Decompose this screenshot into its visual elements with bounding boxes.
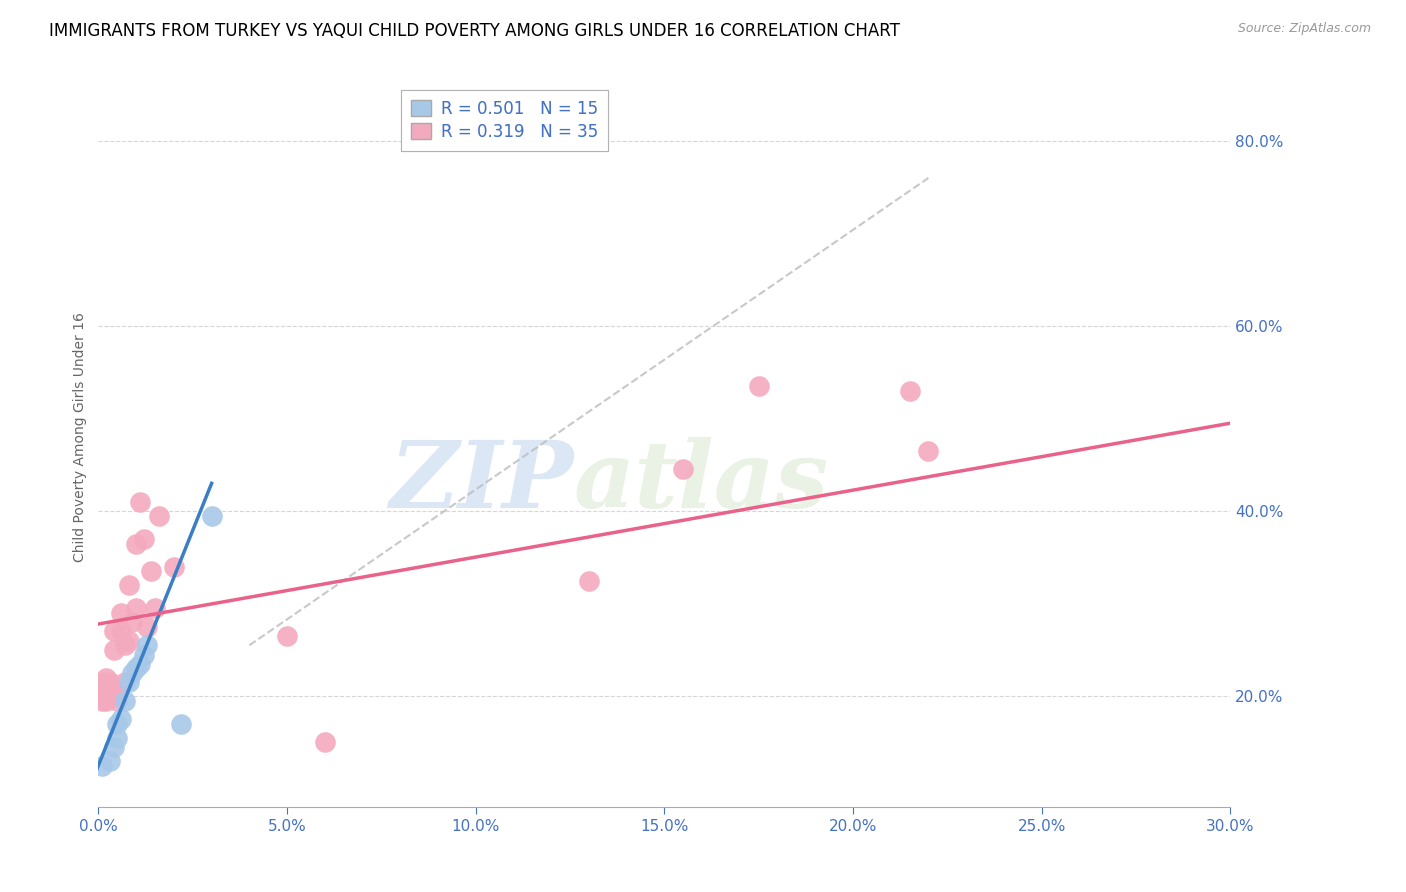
Point [94,680,117,694]
Point [91,675,114,690]
Point [114,675,136,690]
Point [117,633,139,648]
Point [105,717,128,731]
Point [117,578,139,592]
Point [136,638,159,652]
Point [103,643,125,657]
Point [114,694,136,708]
Point [105,731,128,745]
Point [143,601,166,615]
Legend: R = 0.501   N = 15, R = 0.319   N = 35: R = 0.501 N = 15, R = 0.319 N = 35 [401,90,609,151]
Point [125,661,148,675]
Text: IMMIGRANTS FROM TURKEY VS YAQUI CHILD POVERTY AMONG GIRLS UNDER 16 CORRELATION C: IMMIGRANTS FROM TURKEY VS YAQUI CHILD PO… [49,22,900,40]
Text: Source: ZipAtlas.com: Source: ZipAtlas.com [1237,22,1371,36]
Point [917,444,939,458]
Point [94,694,117,708]
Point [114,638,136,652]
Point [672,462,695,476]
Point [98,754,121,768]
Point [110,712,132,726]
Point [103,624,125,639]
Point [98,675,121,690]
Point [141,564,163,578]
Point [898,384,921,398]
Point [314,735,336,749]
Point [201,508,224,523]
Point [129,657,152,671]
Y-axis label: Child Poverty Among Girls Under 16: Child Poverty Among Girls Under 16 [73,312,87,562]
Point [276,629,298,643]
Point [91,684,114,698]
Point [91,758,114,772]
Point [748,379,770,393]
Point [132,648,155,662]
Text: atlas: atlas [574,436,830,526]
Point [129,495,152,509]
Point [121,666,143,681]
Point [110,606,132,620]
Point [136,620,159,634]
Point [105,694,128,708]
Point [148,508,170,523]
Point [91,694,114,708]
Point [98,689,121,703]
Point [121,615,143,630]
Point [125,601,148,615]
Point [170,717,193,731]
Point [125,536,148,550]
Point [105,684,128,698]
Point [110,624,132,639]
Point [578,574,600,588]
Point [117,675,139,690]
Point [132,532,155,546]
Point [94,671,117,685]
Point [163,559,186,574]
Text: ZIP: ZIP [389,436,574,526]
Point [103,740,125,755]
